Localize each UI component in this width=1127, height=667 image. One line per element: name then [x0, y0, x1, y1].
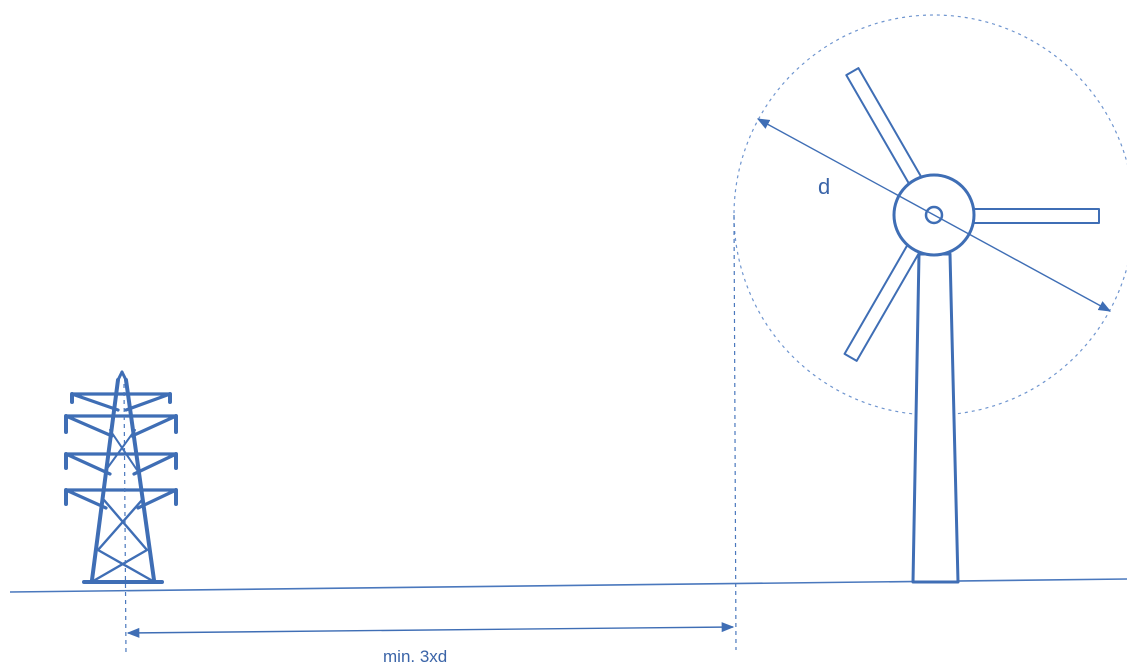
- rotor-edge-line: [733, 214, 737, 651]
- diameter-label: d: [818, 174, 830, 199]
- wind-turbine-icon: [843, 67, 1100, 584]
- turbine-blade: [958, 208, 1100, 224]
- distance-label: min. 3xd: [383, 647, 447, 666]
- turbine-blade: [843, 231, 928, 362]
- diameter-arrow: [756, 118, 1112, 312]
- turbine-blade: [845, 67, 930, 198]
- transmission-tower-icon: [64, 370, 178, 584]
- distance-arrow: [126, 622, 735, 638]
- tower-centerline: [123, 383, 127, 656]
